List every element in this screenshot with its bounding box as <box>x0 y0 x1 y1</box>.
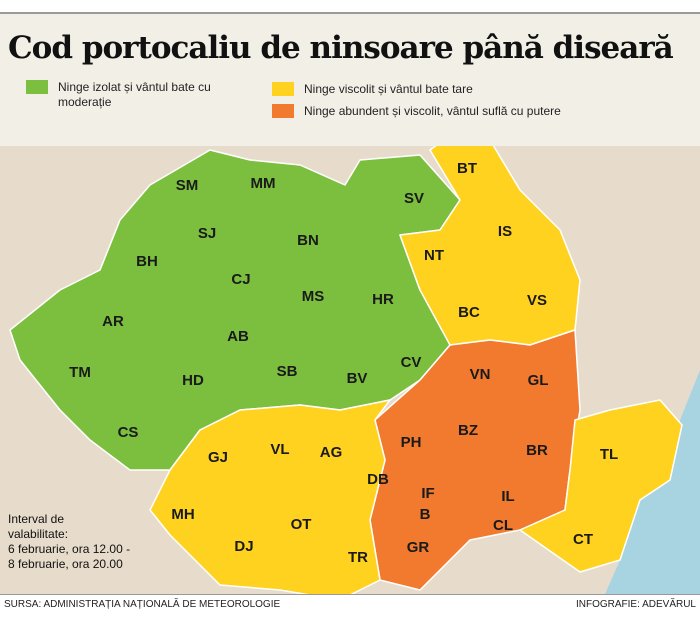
region <box>149 399 391 594</box>
county-label: GL <box>528 372 549 389</box>
county-label: BC <box>458 304 480 321</box>
county-label: CJ <box>231 271 250 288</box>
county-label: CT <box>573 531 593 548</box>
county-label: DB <box>367 471 389 488</box>
top-rule <box>0 12 700 14</box>
credit: INFOGRAFIE: ADEVĂRUL <box>575 599 696 610</box>
validity-line: valabilitate: <box>8 527 69 541</box>
county-label: BT <box>457 160 477 177</box>
county-label: CS <box>118 424 139 441</box>
legend-label: Ninge abundent și viscolit, vântul suflă… <box>304 104 561 118</box>
county-label: MH <box>171 506 194 523</box>
legend-label: Ninge izolat și vântul bate cu moderație <box>58 80 211 109</box>
county-label: VS <box>527 292 547 309</box>
legend-swatch <box>26 80 48 94</box>
county-label: GJ <box>208 449 228 466</box>
county-label: MS <box>302 288 325 305</box>
county-label: HD <box>182 372 204 389</box>
county-label: IL <box>501 488 514 505</box>
legend-item: Ninge abundent și viscolit, vântul suflă… <box>272 104 692 119</box>
county-label: VN <box>470 366 491 383</box>
legend-item: Ninge viscolit și vântul bate tare <box>272 82 672 97</box>
legend-item: Ninge izolat și vântul bate cu moderație <box>26 80 226 110</box>
validity-line: Interval de <box>8 512 65 526</box>
county-label: AR <box>102 313 124 330</box>
county-label: IS <box>498 223 512 240</box>
title: Cod portocaliu de ninsoare până diseară <box>8 30 674 66</box>
county-label: TM <box>69 364 91 381</box>
footer: SURSA: ADMINISTRAȚIA NAȚIONALĂ DE METEOR… <box>0 594 700 613</box>
county-label: B <box>420 506 431 523</box>
county-label: TL <box>600 446 618 463</box>
county-label: MM <box>251 175 276 192</box>
county-label: SB <box>277 363 298 380</box>
county-label: AB <box>227 328 249 345</box>
validity-note: Interval de valabilitate: 6 februarie, ora… <box>8 512 130 572</box>
county-label: PH <box>401 434 422 451</box>
county-label: OT <box>291 516 312 533</box>
county-label: VL <box>270 441 289 458</box>
county-label: GR <box>407 539 430 556</box>
county-label: BR <box>526 442 548 459</box>
county-label: DJ <box>234 538 253 555</box>
legend-swatch <box>272 104 294 118</box>
black-sea <box>605 370 700 594</box>
county-label: CV <box>401 354 422 371</box>
county-label: HR <box>372 291 394 308</box>
validity-line: 8 februarie, ora 20.00 <box>8 557 123 571</box>
legend-label: Ninge viscolit și vântul bate tare <box>304 82 473 96</box>
legend-swatch <box>272 82 294 96</box>
county-label: CL <box>493 517 513 534</box>
source: SURSA: ADMINISTRAȚIA NAȚIONALĂ DE METEOR… <box>4 599 281 610</box>
county-label: NT <box>424 247 444 264</box>
county-label: SJ <box>198 225 216 242</box>
county-label: SM <box>176 177 199 194</box>
county-label: BN <box>297 232 319 249</box>
county-label: SV <box>404 190 424 207</box>
region <box>519 399 683 573</box>
county-label: BV <box>347 370 368 387</box>
county-label: BH <box>136 253 158 270</box>
header <box>0 14 700 146</box>
county-label: TR <box>348 549 368 566</box>
county-label: IF <box>421 485 434 502</box>
county-label: AG <box>320 444 343 461</box>
county-label: BZ <box>458 422 478 439</box>
validity-line: 6 februarie, ora 12.00 - <box>8 542 131 556</box>
